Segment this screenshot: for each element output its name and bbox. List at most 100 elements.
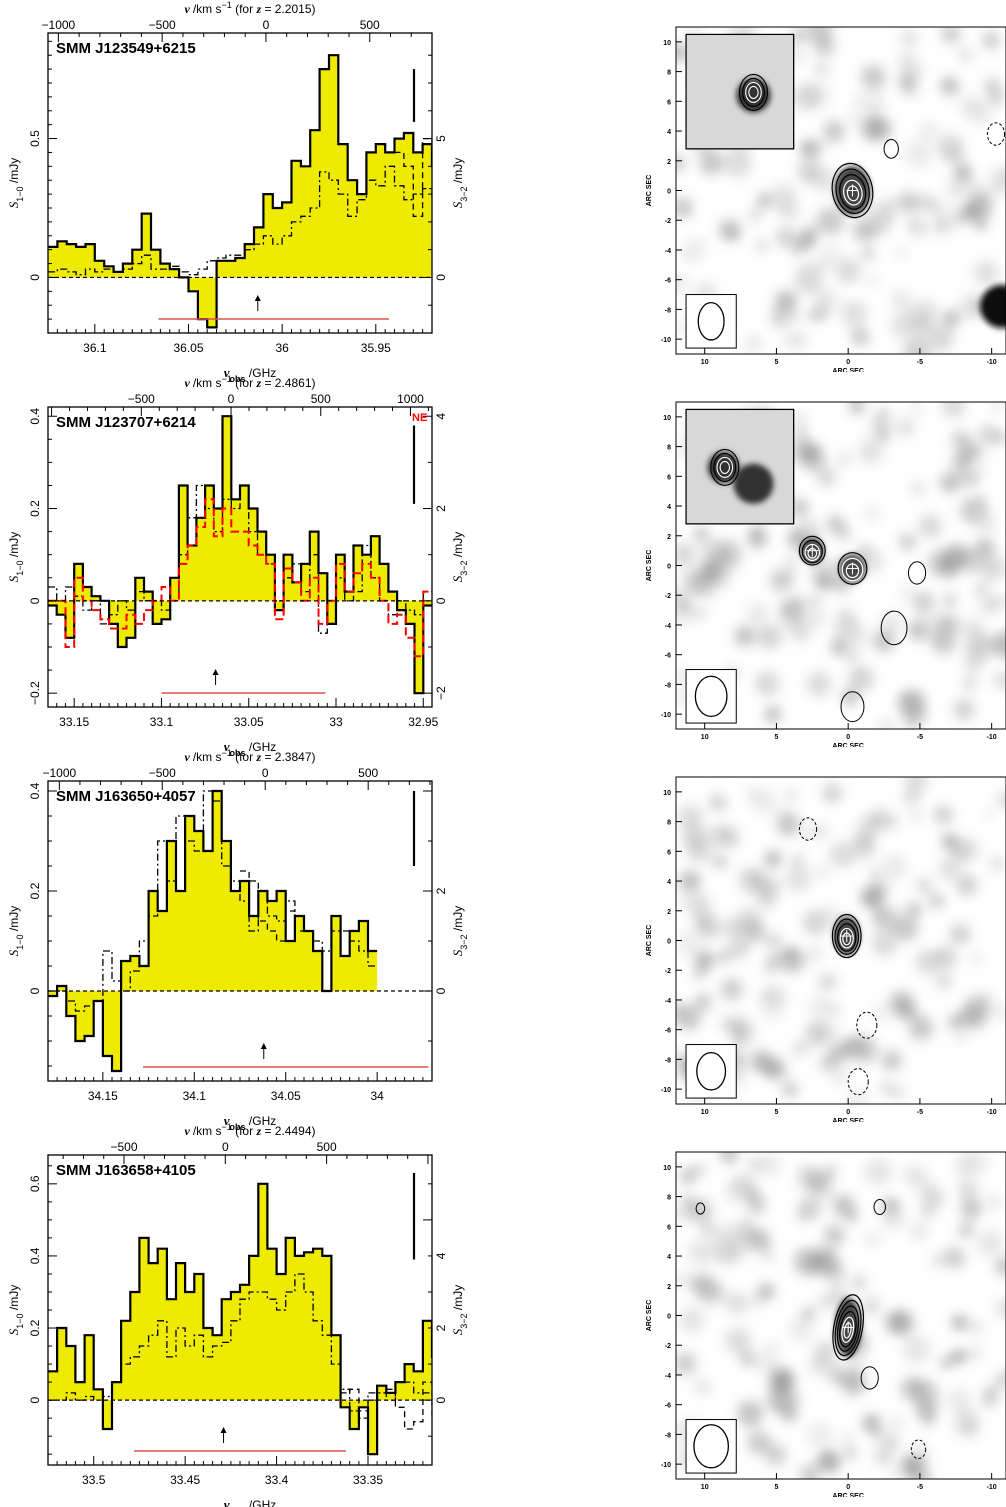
noise-blob [984,1192,1004,1212]
v-tick-label: 0 [222,1140,229,1154]
noise-blob [766,1340,780,1354]
noise-blob [901,30,918,47]
noise-blob [712,854,728,870]
noise-blob [810,594,823,607]
co-map-panel-3: 10 8 6 4 2 0 -2 -4 -6 -8 -10 10 5 0 -5 -10 ARC SEC ARC SE… [646,776,1006,1125]
noise-blob [790,620,812,643]
noise-blob [944,144,964,164]
v-tick-label: −500 [110,1140,137,1154]
beam-ellipse [696,1051,727,1091]
source-contour [839,927,854,949]
y-tick-label: 0.2 [28,1319,42,1336]
noise-blob [753,1348,780,1375]
map-x-tick-label: -10 [987,734,997,741]
noise-blob [947,1014,965,1032]
map-x-tick-label: 5 [774,1109,778,1116]
spectrum-fill [48,416,432,694]
noise-blob [725,1327,752,1354]
spectrum-histogram-s32 [48,165,432,276]
noise-blob [969,1152,991,1172]
source-contour [839,1311,857,1348]
y-tick-label: 0.4 [28,1247,42,1264]
noise-blob [760,996,786,1022]
noise-blob [775,290,798,313]
co-map-4: 10 8 6 4 2 0 -2 -4 -6 -8 -10 10 5 0 -5 -10 ARC SEC ARC SE… [636,1140,1006,1502]
noise-blob [990,166,1006,194]
noise-blob [933,946,957,970]
noise-blob [793,83,821,111]
noise-blob [745,335,761,352]
noise-blob [683,568,711,596]
noise-blob [904,777,929,793]
x-tick-label: 33.15 [59,715,89,729]
noise-blob [751,788,776,813]
noise-blob [959,467,980,488]
flux-axis-label-right: S3−2 /mJy [450,1285,469,1335]
inset-contour [742,77,765,107]
map-x-tick-label: -5 [917,1109,923,1116]
x-tick-label: 34.05 [271,1089,301,1103]
source-contour [841,557,864,582]
noise-blob [915,1399,938,1421]
noise-blob [960,496,989,525]
noise-blob [676,44,687,61]
noise-blob [767,1386,794,1413]
noise-blob [770,183,797,210]
noise-contour [840,691,865,723]
noise-blob [977,604,991,618]
noise-blob [890,1085,905,1101]
noise-blob [897,73,916,92]
source-contour [837,923,857,952]
noise-blob [860,64,887,91]
noise-blob [759,1154,781,1176]
noise-blob [886,1415,904,1433]
noise-blob [702,540,730,568]
x-tick-label: 33.4 [265,1473,289,1487]
noise-contour [907,561,927,585]
noise-blob [816,207,845,235]
noise-blob [846,1210,858,1222]
noise-blob [840,1369,866,1395]
flux-axis-label-left: S1−0 /mJy [6,1285,25,1335]
noise-blob [676,1271,691,1289]
noise-blob [947,178,967,199]
noise-blob [851,327,870,346]
x-tick-label: 33.35 [353,1473,383,1487]
noise-blob [954,1029,969,1044]
noise-blob [793,424,806,438]
map-x-tick-label: 10 [701,734,709,741]
map-x-tick-label: 0 [846,1109,850,1116]
map-y-tick-label: -8 [665,1432,671,1439]
velocity-axis-label: v /km s−1 (for z = 2.4494) [185,1122,316,1138]
source-contour [846,185,860,202]
noise-blob [976,1229,1004,1257]
noise-blob [693,1163,706,1176]
noise-blob [826,514,844,531]
noise-blob [695,1379,710,1395]
x-tick-label: 33.05 [234,715,264,729]
noise-blob [902,788,921,806]
noise-blob [830,638,848,656]
noise-blob [891,290,911,310]
map-y-tick-label: -6 [665,1403,671,1410]
x-tick-label: 35.95 [361,341,391,355]
noise-blob [910,312,934,337]
map-y-tick-label: 8 [667,445,671,452]
zoom-inset [685,33,795,150]
noise-blob [845,626,870,651]
source-contour [798,535,826,566]
source-contour [831,162,874,219]
noise-blob [725,1291,748,1315]
noise-blob [921,615,942,637]
noise-blob [981,1390,995,1404]
v-tick-label: −500 [149,18,176,32]
map-y-tick-label: -10 [661,1087,671,1094]
noise-blob [954,1410,980,1436]
co-map-2: 10 8 6 4 2 0 -2 -4 -6 -8 -10 10 5 0 -5 -10 ARC SEC ARC SE… [636,390,1006,752]
noise-blob [866,275,878,286]
noise-blob [880,720,894,729]
y-tick-label: 0 [28,987,42,994]
map-x-tick-label: 0 [846,1484,850,1491]
noise-blob [872,1429,885,1442]
